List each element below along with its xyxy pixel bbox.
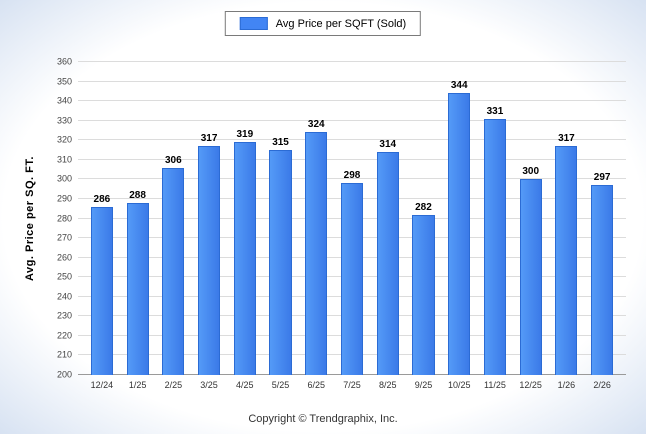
y-tick-label: 210 <box>56 349 72 360</box>
y-tick-label: 230 <box>56 310 72 321</box>
y-tick-label: 330 <box>56 115 72 126</box>
bar-value-label: 315 <box>272 137 289 149</box>
bar-slot: 324 <box>298 62 334 375</box>
gridline <box>78 119 626 121</box>
bar-slot: 317 <box>191 62 227 375</box>
bar-value-label: 319 <box>236 129 254 141</box>
bar <box>412 214 435 375</box>
y-tick-label: 220 <box>56 330 72 341</box>
x-tick-label: 11/25 <box>484 380 506 390</box>
bar <box>376 152 399 375</box>
gridline <box>78 158 626 160</box>
bars-container: 286 288 306 317 319 315 324 298 314 282 344 331 300 3… <box>78 62 626 375</box>
bar-value-label: 324 <box>307 119 325 131</box>
x-tick-label: 2/25 <box>164 380 183 390</box>
y-tick-label: 270 <box>56 232 72 243</box>
y-tick-label: 350 <box>56 76 72 87</box>
bar <box>448 93 471 375</box>
y-tick-label: 360 <box>56 56 72 67</box>
bar-value-label: 288 <box>129 189 146 201</box>
y-tick-label: 250 <box>56 271 72 282</box>
x-tick-label: 8/25 <box>378 380 397 390</box>
x-tick-label: 12/24 <box>90 380 114 390</box>
x-axis-labels: 12/24 1/25 2/25 3/25 4/25 5/25 6/25 7/25 8/25 9/2… <box>78 380 626 390</box>
legend-swatch-icon <box>239 17 268 30</box>
x-tick-label: 5/25 <box>271 380 290 390</box>
bar-value-label: 317 <box>558 133 575 145</box>
bar <box>305 132 328 375</box>
bar-slot: 306 <box>155 62 191 375</box>
bar-slot: 300 <box>513 62 549 375</box>
bar-value-label: 282 <box>415 201 432 213</box>
y-tick-label: 290 <box>56 193 72 204</box>
bar-value-label: 300 <box>522 166 540 178</box>
x-tick-label: 1/26 <box>557 380 576 390</box>
gridline <box>78 80 626 82</box>
bar-value-label: 331 <box>486 105 504 117</box>
bar-slot: 319 <box>227 62 263 375</box>
bar-slot: 298 <box>334 62 370 375</box>
x-tick-label: 12/25 <box>519 380 542 390</box>
bar-slot: 315 <box>263 62 299 375</box>
bar <box>519 179 542 375</box>
gridline <box>78 178 626 180</box>
bar-slot: 331 <box>477 62 513 375</box>
bar <box>483 118 507 375</box>
bar-value-label: 297 <box>593 172 611 184</box>
bar-value-label: 286 <box>93 193 111 205</box>
footer-copyright: Copyright © Trendgraphix, Inc. <box>248 413 398 425</box>
bar <box>233 142 256 375</box>
bar-slot: 317 <box>549 62 585 375</box>
bar <box>555 146 578 375</box>
legend: Avg Price per SQFT (Sold) <box>224 11 422 36</box>
bar-slot: 282 <box>406 62 442 375</box>
plot-area: 200 210 220 230 240 250 260 270 280 290 300 310 320 3… <box>57 57 626 379</box>
gridline <box>78 139 626 141</box>
legend-label: Avg Price per SQFT (Sold) <box>275 17 407 30</box>
bar-value-label: 317 <box>200 133 218 145</box>
y-tick-label: 320 <box>56 134 72 145</box>
bar-value-label: 314 <box>379 139 397 150</box>
x-tick-label: 2/26 <box>593 380 611 390</box>
x-tick-label: 10/25 <box>447 380 471 390</box>
bar-value-label: 298 <box>343 170 361 182</box>
bar-slot: 286 <box>84 62 120 375</box>
bar-slot: 314 <box>370 62 406 375</box>
gridline <box>78 61 626 62</box>
y-tick-label: 200 <box>56 369 72 380</box>
y-tick-label: 300 <box>56 173 72 184</box>
bar <box>269 150 292 375</box>
bar-value-label: 306 <box>164 154 182 166</box>
bar <box>198 146 221 375</box>
bar <box>90 206 113 375</box>
gridline <box>78 100 626 102</box>
bar-value-label: 344 <box>450 80 468 92</box>
x-tick-label: 1/25 <box>128 380 147 390</box>
x-tick-label: 7/25 <box>343 380 361 390</box>
y-tick-label: 280 <box>56 213 72 223</box>
x-tick-label: 3/25 <box>200 380 218 390</box>
bar <box>162 167 185 375</box>
bar <box>340 183 364 375</box>
bar-slot: 344 <box>441 62 477 375</box>
y-tick-label: 240 <box>56 291 72 302</box>
y-axis-title: Avg. Price per SQ. FT. <box>24 156 36 281</box>
y-tick-label: 340 <box>56 95 72 106</box>
x-tick-label: 9/25 <box>414 380 433 390</box>
bar-slot: 297 <box>584 62 620 375</box>
bar <box>591 185 614 375</box>
x-tick-label: 6/25 <box>307 380 326 390</box>
bar-slot: 288 <box>120 62 156 375</box>
y-tick-label: 310 <box>56 154 72 165</box>
x-tick-label: 4/25 <box>236 380 254 390</box>
bar <box>126 202 149 375</box>
y-tick-label: 260 <box>56 252 72 263</box>
